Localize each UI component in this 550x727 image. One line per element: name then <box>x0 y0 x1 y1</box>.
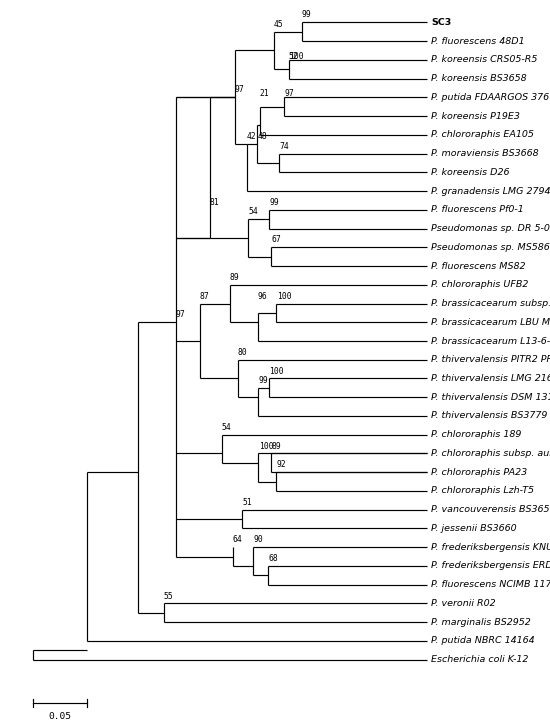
Text: P. chlororaphis UFB2: P. chlororaphis UFB2 <box>431 280 529 289</box>
Text: P. brassicacearum L13-6-12: P. brassicacearum L13-6-12 <box>431 337 550 345</box>
Text: P. putida NBRC 14164: P. putida NBRC 14164 <box>431 636 535 646</box>
Text: Pseudomonas sp. MS586: Pseudomonas sp. MS586 <box>431 243 550 252</box>
Text: P. fluorescens Pf0-1: P. fluorescens Pf0-1 <box>431 205 524 214</box>
Text: 97: 97 <box>175 310 185 319</box>
Text: 42: 42 <box>246 132 256 141</box>
Text: 96: 96 <box>258 292 268 301</box>
Text: P. thivervalensis BS3779: P. thivervalensis BS3779 <box>431 411 547 420</box>
Text: P. fluorescens MS82: P. fluorescens MS82 <box>431 262 526 270</box>
Text: 87: 87 <box>199 292 209 301</box>
Text: P. chlororaphis PA23: P. chlororaphis PA23 <box>431 467 527 477</box>
Text: 89: 89 <box>272 442 282 451</box>
Text: Escherichia coli K-12: Escherichia coli K-12 <box>431 655 529 664</box>
Text: 97: 97 <box>284 89 294 98</box>
Text: 100: 100 <box>289 52 304 60</box>
Text: P. veronii R02: P. veronii R02 <box>431 599 496 608</box>
Text: 97: 97 <box>235 86 245 95</box>
Text: 52: 52 <box>288 52 298 60</box>
Text: P. koreensis BS3658: P. koreensis BS3658 <box>431 74 527 83</box>
Text: P. fluorescens 48D1: P. fluorescens 48D1 <box>431 36 525 46</box>
Text: P. frederiksbergensis KNU-15: P. frederiksbergensis KNU-15 <box>431 543 550 552</box>
Text: 54: 54 <box>221 423 231 432</box>
Text: P. moraviensis BS3668: P. moraviensis BS3668 <box>431 149 538 158</box>
Text: P. thivervalensis DSM 13194 PREFIX: P. thivervalensis DSM 13194 PREFIX <box>431 393 550 402</box>
Text: P. marginalis BS2952: P. marginalis BS2952 <box>431 618 531 627</box>
Text: P. thivervalensis PITR2 PREFIX: P. thivervalensis PITR2 PREFIX <box>431 356 550 364</box>
Text: P. chlororaphis Lzh-T5: P. chlororaphis Lzh-T5 <box>431 486 534 496</box>
Text: 80: 80 <box>238 348 247 357</box>
Text: 99: 99 <box>259 376 268 385</box>
Text: P. vancouverensis BS3656: P. vancouverensis BS3656 <box>431 505 550 514</box>
Text: P. koreensis CRS05-R5: P. koreensis CRS05-R5 <box>431 55 537 64</box>
Text: 100: 100 <box>269 366 284 376</box>
Text: P. chlororaphis subsp. aurantiaca JD37: P. chlororaphis subsp. aurantiaca JD37 <box>431 449 550 458</box>
Text: 51: 51 <box>243 498 252 507</box>
Text: 81: 81 <box>210 198 219 207</box>
Text: Pseudomonas sp. DR 5-09: Pseudomonas sp. DR 5-09 <box>431 224 550 233</box>
Text: P. koreensis P19E3: P. koreensis P19E3 <box>431 111 520 121</box>
Text: P. jessenii BS3660: P. jessenii BS3660 <box>431 524 516 533</box>
Text: P. putida FDAARGOS 376 pCNH 806: P. putida FDAARGOS 376 pCNH 806 <box>431 93 550 102</box>
Text: 54: 54 <box>249 207 258 217</box>
Text: 99: 99 <box>269 198 279 207</box>
Text: 64: 64 <box>232 535 242 545</box>
Text: P. brassicacearum subsp. brassicacearum NFM421: P. brassicacearum subsp. brassicacearum … <box>431 299 550 308</box>
Text: P. brassicacearum LBU M300: P. brassicacearum LBU M300 <box>431 318 550 326</box>
Text: P. chlororaphis EA105: P. chlororaphis EA105 <box>431 130 534 140</box>
Text: 21: 21 <box>260 89 269 98</box>
Text: 67: 67 <box>272 236 282 244</box>
Text: 89: 89 <box>230 273 240 282</box>
Text: 90: 90 <box>254 535 263 545</box>
Text: 92: 92 <box>277 460 287 470</box>
Text: P. koreensis D26: P. koreensis D26 <box>431 168 510 177</box>
Text: P. granadensis LMG 27940: P. granadensis LMG 27940 <box>431 187 550 196</box>
Text: 100: 100 <box>259 442 273 451</box>
Text: 68: 68 <box>268 554 278 563</box>
Text: 48: 48 <box>258 132 268 141</box>
Text: 99: 99 <box>301 10 311 20</box>
Text: 100: 100 <box>277 292 292 301</box>
Text: P. frederiksbergensis ERDD5:01: P. frederiksbergensis ERDD5:01 <box>431 561 550 571</box>
Text: SC3: SC3 <box>431 17 452 27</box>
Text: 55: 55 <box>163 592 173 601</box>
Text: 74: 74 <box>279 142 289 150</box>
Text: P. chlororaphis 189: P. chlororaphis 189 <box>431 430 521 439</box>
Text: 0.05: 0.05 <box>48 712 72 721</box>
Text: P. fluorescens NCIMB 11764: P. fluorescens NCIMB 11764 <box>431 580 550 590</box>
Text: 45: 45 <box>273 20 283 29</box>
Text: P. thivervalensis LMG 21626: P. thivervalensis LMG 21626 <box>431 374 550 383</box>
